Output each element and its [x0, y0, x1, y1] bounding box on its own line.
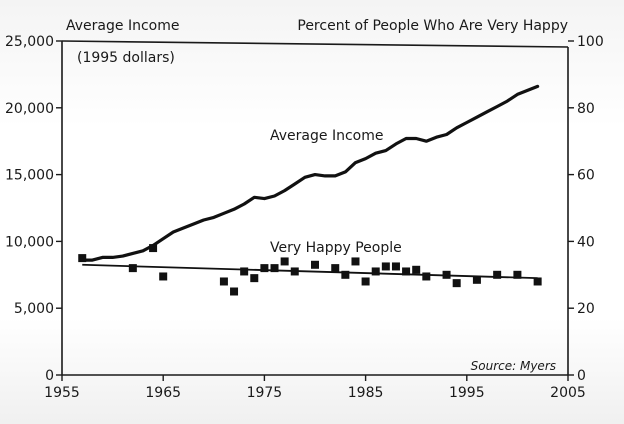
left-axis-sublabel: (1995 dollars)	[77, 50, 175, 66]
left-tick-label: 20,000	[5, 101, 54, 117]
x-tick-label: 2005	[550, 385, 586, 401]
left-tick-label: 0	[45, 368, 54, 384]
very-happy-point	[371, 267, 380, 276]
left-tick-label: 15,000	[5, 168, 54, 184]
very-happy-point	[412, 265, 421, 274]
left-tick-label: 10,000	[5, 234, 54, 250]
left-tick-label: 25,000	[5, 34, 54, 50]
very-happy-point	[219, 277, 228, 286]
very-happy-point	[250, 274, 259, 283]
very-happy-point	[351, 257, 360, 266]
right-axis-ticks: 0 20 40 60 80 100	[568, 34, 604, 384]
right-tick-label: 20	[577, 301, 595, 317]
x-tick-label: 1995	[449, 385, 485, 401]
very-happy-point	[149, 244, 158, 253]
very-happy-point	[381, 262, 390, 271]
very-happy-point	[513, 270, 522, 279]
very-happy-point	[442, 270, 451, 279]
very-happy-point	[280, 257, 289, 266]
very-happy-point	[128, 264, 137, 273]
very-happy-point	[402, 267, 411, 276]
very-happy-point	[493, 270, 502, 279]
average-income-line	[80, 84, 540, 262]
very-happy-point	[311, 260, 319, 269]
x-tick-label: 1965	[145, 385, 181, 401]
very-happy-points	[78, 244, 542, 296]
right-axis-label: Percent of People Who Are Very Happy	[297, 18, 568, 34]
left-axis-label: Average Income	[66, 18, 179, 34]
axes	[61, 40, 569, 376]
right-tick-label: 80	[577, 101, 595, 117]
very-happy-point	[341, 270, 350, 279]
very-happy-point	[230, 287, 239, 296]
very-happy-trendline	[82, 263, 538, 280]
x-tick-label: 1985	[348, 385, 384, 401]
very-happy-point	[240, 267, 249, 276]
very-happy-point	[331, 264, 340, 273]
right-tick-label: 40	[577, 234, 595, 250]
left-tick-label: 5,000	[14, 301, 54, 317]
very-happy-point	[290, 267, 299, 276]
source-note: Source: Myers	[471, 359, 556, 373]
very-happy-point	[159, 272, 168, 281]
very-happy-point	[270, 264, 279, 273]
very-happy-point	[422, 272, 431, 281]
very-happy-point	[452, 279, 461, 288]
x-tick-label: 1975	[247, 385, 283, 401]
very-happy-point	[78, 254, 87, 263]
annotation-very-happy: Very Happy People	[270, 240, 402, 256]
happy-trend-series	[82, 263, 538, 280]
left-axis-ticks: 0 5,000 10,000 15,000 20,000 25,000	[5, 34, 62, 384]
average-income-series	[80, 84, 540, 262]
top-border-line	[61, 40, 569, 48]
right-tick-label: 60	[577, 168, 595, 184]
right-tick-label: 100	[577, 34, 604, 50]
very-happy-point	[361, 277, 370, 286]
right-tick-label: 0	[577, 368, 586, 384]
x-tick-label: 1955	[44, 385, 80, 401]
very-happy-point	[391, 262, 400, 271]
x-axis-ticks: 1955 1965 1975 1985 1995 2005	[44, 375, 586, 401]
annotation-average-income: Average Income	[270, 128, 383, 144]
very-happy-point	[260, 264, 269, 273]
very-happy-point	[472, 275, 481, 284]
very-happy-point	[533, 277, 542, 286]
